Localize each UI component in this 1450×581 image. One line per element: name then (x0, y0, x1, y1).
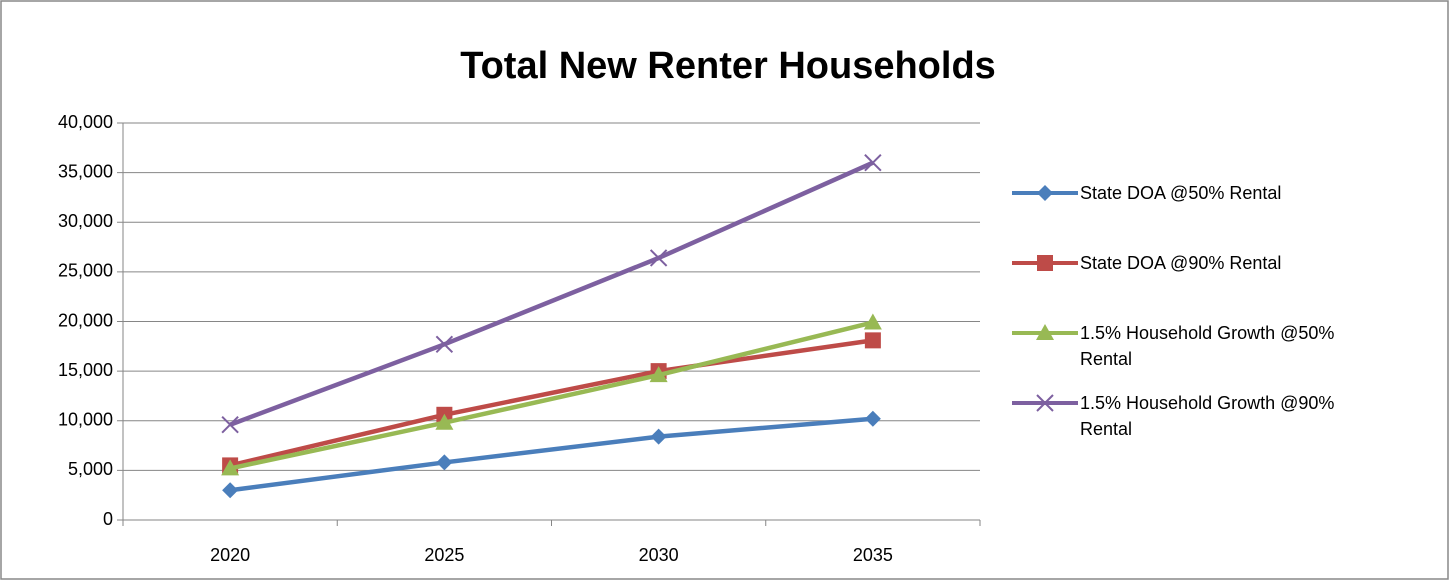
legend-swatch (1012, 185, 1078, 201)
marker (649, 366, 668, 383)
y-tick-label: 20,000 (58, 310, 113, 330)
y-tick-label: 40,000 (58, 112, 113, 132)
marker (863, 313, 882, 330)
series-line (229, 338, 874, 468)
legend-swatch (1012, 324, 1078, 340)
legend-label: 1.5% Household Growth @50% Rental (1080, 323, 1335, 369)
legend-item: State DOA @90% Rental (1010, 250, 1370, 320)
marker (864, 410, 881, 427)
y-tick-label: 25,000 (58, 261, 113, 281)
marker (864, 153, 882, 172)
y-tick-label: 5,000 (68, 459, 113, 479)
series-line (229, 160, 874, 427)
x-tick-label: 2020 (210, 545, 250, 565)
marker (1037, 255, 1053, 271)
y-tick-label: 30,000 (58, 211, 113, 231)
y-tick-label: 15,000 (58, 360, 113, 380)
legend-label: State DOA @50% Rental (1080, 183, 1282, 203)
x-tick-label: 2030 (639, 545, 679, 565)
marker (649, 249, 668, 267)
marker (1036, 394, 1054, 412)
legend-swatch (1012, 394, 1078, 412)
y-tick-label: 10,000 (58, 410, 113, 430)
series-line (229, 416, 874, 493)
legend-label: State DOA @90% Rental (1080, 253, 1282, 273)
marker (1037, 185, 1053, 201)
marker (436, 454, 453, 471)
legend-item: State DOA @50% Rental (1010, 180, 1370, 250)
marker (650, 428, 667, 445)
chart-title: Total New Renter Households (460, 45, 996, 87)
y-tick-label: 0 (103, 509, 113, 529)
marker (222, 482, 239, 499)
legend-item: 1.5% Household Growth @90% Rental (1010, 390, 1370, 460)
series-line (229, 320, 874, 471)
marker (221, 416, 239, 434)
legend-item: 1.5% Household Growth @50% Rental (1010, 320, 1370, 390)
x-tick-label: 2035 (853, 545, 893, 565)
marker (435, 335, 454, 354)
legend-swatch (1012, 255, 1078, 271)
marker (221, 459, 240, 476)
x-tick-label: 2025 (424, 545, 464, 565)
marker (435, 413, 454, 430)
marker (1036, 324, 1054, 340)
legend: State DOA @50% Rental State DOA @90% Rent… (1010, 180, 1370, 460)
legend-label: 1.5% Household Growth @90% Rental (1080, 393, 1335, 439)
y-tick-label: 35,000 (58, 161, 113, 181)
marker (864, 332, 881, 349)
